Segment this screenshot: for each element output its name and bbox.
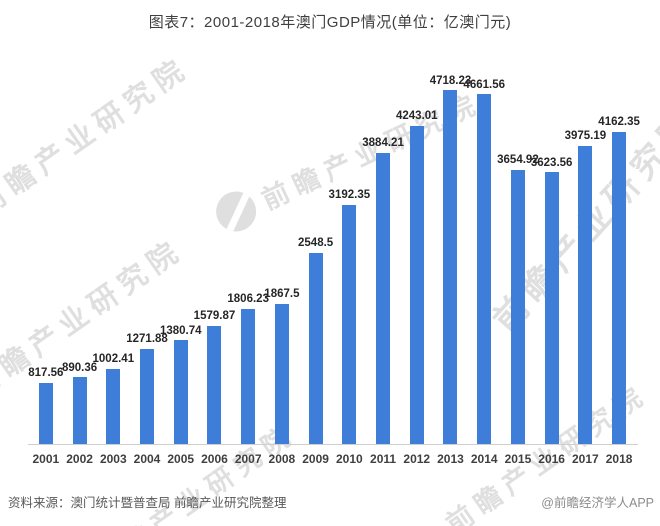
x-axis-labels: 2001 2002 2003 2004 2005 2006 2007 2008 2009 2010… <box>29 452 636 466</box>
bar-slot-2012: 4243.01 <box>396 56 438 444</box>
bar-2013 <box>443 90 458 444</box>
bar-2005 <box>173 340 188 444</box>
x-axis-label-2006: 2006 <box>201 452 228 466</box>
bar-2018 <box>612 131 627 444</box>
x-axis-label-2004: 2004 <box>133 452 161 466</box>
bar-slot-2002: 890.36 <box>61 56 98 444</box>
x-axis-label-2012: 2012 <box>403 452 431 466</box>
x-axis-label-2003: 2003 <box>99 452 127 466</box>
bar-value-label-2018: 4162.35 <box>598 116 640 129</box>
bar-2015 <box>510 169 525 444</box>
bar-value-label-2002: 890.36 <box>61 361 98 374</box>
x-axis-label-2015: 2015 <box>504 452 532 466</box>
bar-slot-2018: 4162.35 <box>598 56 640 444</box>
bar-value-label-2007: 1806.23 <box>227 293 269 305</box>
bar-2006 <box>207 325 222 444</box>
bar-2002 <box>72 377 87 444</box>
bar-value-label-2009: 2548.5 <box>298 237 334 250</box>
x-axis-line <box>28 444 638 445</box>
bar-value-label-2005: 1380.74 <box>159 324 202 337</box>
bar-slot-2017: 3975.19 <box>565 56 606 444</box>
bar-2001 <box>38 382 53 444</box>
bar-value-label-2014: 4661.56 <box>463 78 505 91</box>
bar-value-label-2010: 3192.35 <box>328 189 371 201</box>
bar-slot-2011: 3884.21 <box>362 56 404 444</box>
bar-slot-2008: 1867.5 <box>264 56 300 444</box>
bar-value-label-2015: 3654.92 <box>497 154 539 167</box>
bar-2012 <box>409 125 424 444</box>
bar-value-label-2003: 1002.41 <box>92 353 135 366</box>
bar-value-label-2017: 3975.19 <box>564 130 607 143</box>
bar-slot-2006: 1579.87 <box>194 56 235 444</box>
bar-2008 <box>274 303 289 444</box>
bar-value-label-2001: 817.56 <box>28 367 64 380</box>
bar-slot-2010: 3192.35 <box>329 56 370 444</box>
bar-value-label-2012: 4243.01 <box>395 110 438 123</box>
x-axis-label-2018: 2018 <box>605 452 633 466</box>
app-credit: @前瞻经济学人APP <box>541 496 654 510</box>
x-axis-label-2014: 2014 <box>470 452 498 466</box>
x-axis-label-2001: 2001 <box>32 452 60 466</box>
bar-value-label-2008: 1867.5 <box>264 288 300 301</box>
bar-2007 <box>241 308 256 444</box>
source-note: 资料来源：澳门统计暨普查局 前瞻产业研究院整理 <box>8 496 287 510</box>
bar-2009 <box>308 252 323 444</box>
bar-2011 <box>376 152 391 444</box>
x-axis-label-2005: 2005 <box>167 452 195 466</box>
bar-2004 <box>140 348 155 444</box>
chart-title: 图表7：2001-2018年澳门GDP情况(单位：亿澳门元) <box>148 14 512 31</box>
bar-slot-2001: 817.56 <box>28 56 64 444</box>
bar-slot-2014: 4661.56 <box>463 56 505 444</box>
bar-slot-2015: 3654.92 <box>497 56 539 444</box>
bar-value-label-2004: 1271.88 <box>126 333 168 346</box>
bar-slot-2003: 1002.41 <box>93 56 134 444</box>
bar-slot-2016: 3623.56 <box>531 56 572 444</box>
bar-value-label-2006: 1579.87 <box>193 310 236 322</box>
bar-slot-2004: 1271.88 <box>126 56 168 444</box>
bar-2003 <box>106 368 121 444</box>
x-axis-label-2008: 2008 <box>268 452 296 466</box>
bar-value-label-2011: 3884.21 <box>362 137 404 150</box>
bars-area: 817.56 890.36 1002.41 1271.88 1380.74 1579.87… <box>28 56 640 444</box>
x-axis-label-2011: 2011 <box>370 452 397 466</box>
x-axis-label-2013: 2013 <box>437 452 464 466</box>
bar-value-label-2016: 3623.56 <box>530 156 573 169</box>
x-axis-label-2016: 2016 <box>538 452 565 466</box>
x-axis-label-2017: 2017 <box>572 452 599 466</box>
bar-2017 <box>578 145 593 444</box>
bar-2010 <box>342 204 357 444</box>
bar-slot-2009: 2548.5 <box>298 56 334 444</box>
bar-slot-2013: 4718.23 <box>430 56 471 444</box>
bar-slot-2005: 1380.74 <box>160 56 202 444</box>
x-axis-label-2009: 2009 <box>302 452 329 466</box>
x-axis-label-2010: 2010 <box>335 452 363 466</box>
bar-value-label-2013: 4718.23 <box>429 74 472 87</box>
x-axis-label-2007: 2007 <box>234 452 262 466</box>
bar-2016 <box>544 172 559 444</box>
x-axis-label-2002: 2002 <box>66 452 93 466</box>
bar-2014 <box>477 94 492 444</box>
bar-slot-2007: 1806.23 <box>227 56 269 444</box>
